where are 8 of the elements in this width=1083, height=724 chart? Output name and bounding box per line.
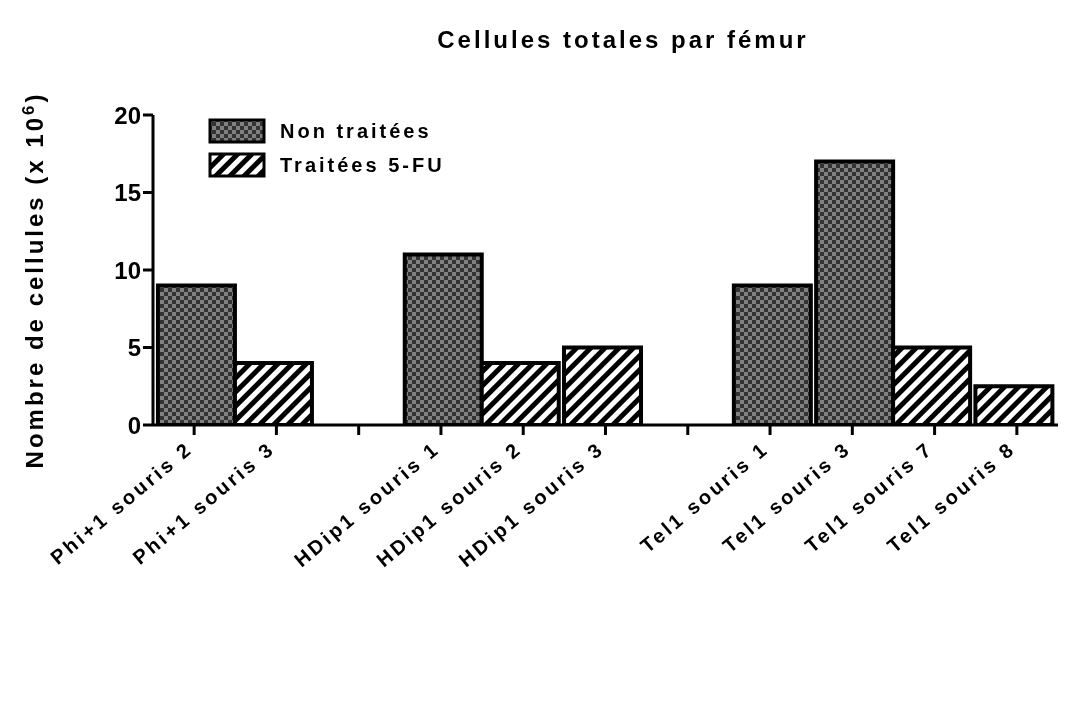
y-tick-label: 0	[127, 411, 141, 439]
y-tick-label: 20	[114, 101, 141, 129]
y-tick-label: 5	[127, 334, 141, 362]
legend-label: Non traitées	[280, 119, 432, 143]
y-tick-label: 10	[114, 256, 141, 284]
y-tick-label: 15	[114, 179, 141, 207]
legend-label: Traitées 5-FU	[280, 153, 445, 177]
chart-title: Cellules totales par fémur	[436, 26, 810, 54]
